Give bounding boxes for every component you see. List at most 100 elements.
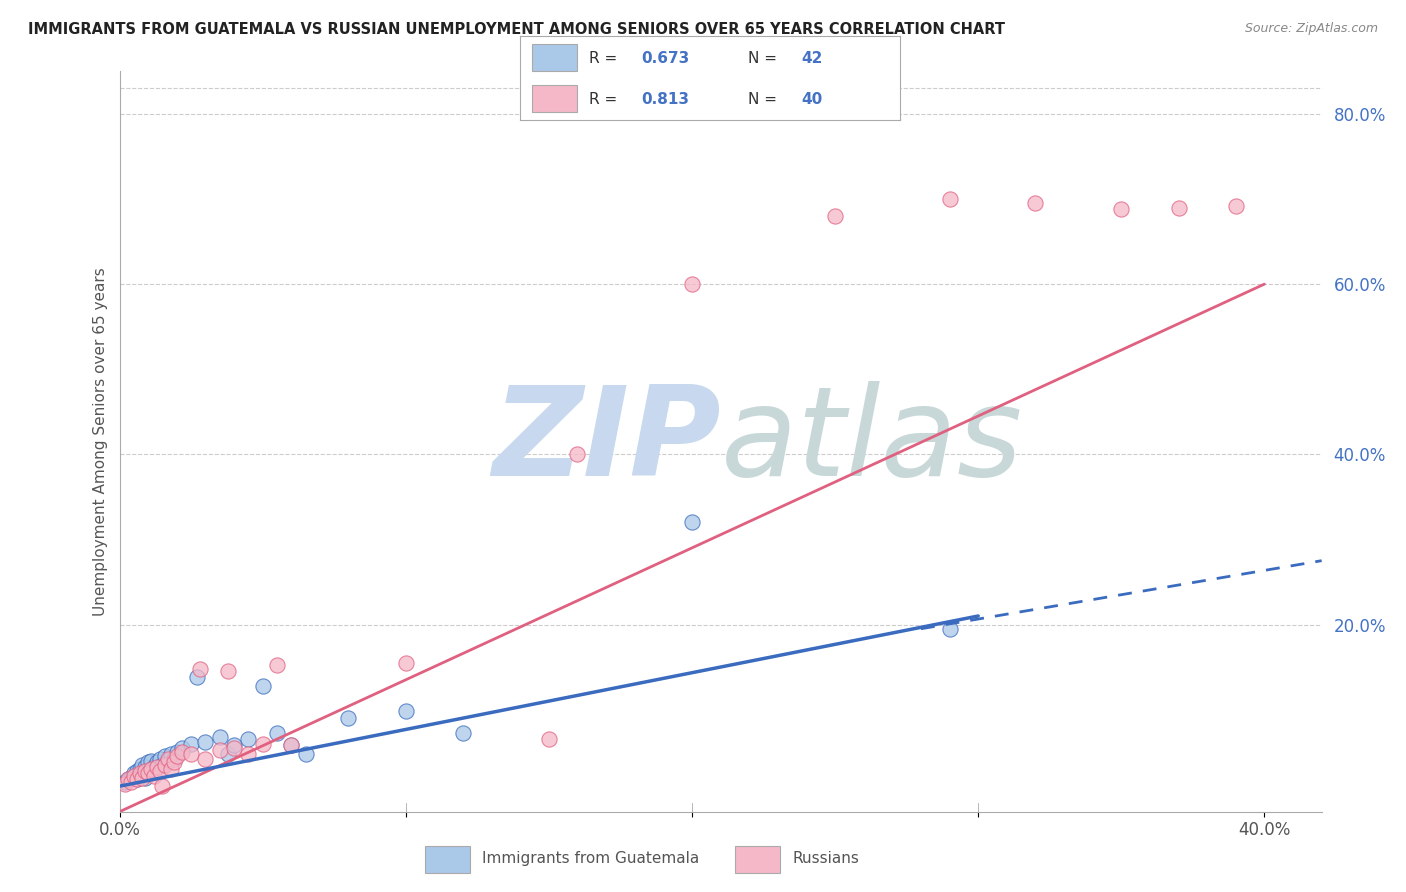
- Point: [681, 516, 703, 530]
- Point: [114, 775, 136, 789]
- Text: N =: N =: [748, 51, 778, 66]
- Point: [120, 775, 142, 789]
- Text: IMMIGRANTS FROM GUATEMALA VS RUSSIAN UNEMPLOYMENT AMONG SENIORS OVER 65 YEARS CO: IMMIGRANTS FROM GUATEMALA VS RUSSIAN UNE…: [28, 22, 1005, 37]
- Text: atlas: atlas: [720, 381, 1022, 502]
- Point: [186, 670, 208, 684]
- Point: [125, 772, 148, 787]
- Point: [1024, 196, 1046, 211]
- Point: [128, 762, 150, 776]
- Bar: [531, 85, 578, 112]
- Point: [166, 745, 188, 759]
- Point: [172, 740, 194, 755]
- Bar: [531, 44, 578, 71]
- Point: [180, 747, 202, 761]
- Point: [824, 209, 846, 223]
- Point: [131, 766, 153, 780]
- Point: [1225, 199, 1247, 213]
- Text: 0.673: 0.673: [641, 51, 690, 66]
- Point: [149, 764, 172, 778]
- Point: [537, 732, 560, 747]
- Point: [125, 772, 148, 787]
- Point: [1111, 202, 1133, 217]
- Point: [451, 726, 474, 740]
- Point: [131, 758, 153, 772]
- Text: 0.813: 0.813: [641, 92, 690, 107]
- Point: [252, 737, 274, 751]
- Text: Immigrants from Guatemala: Immigrants from Guatemala: [482, 851, 700, 866]
- Point: [238, 732, 260, 747]
- Point: [266, 658, 288, 673]
- Point: [166, 749, 188, 764]
- Point: [567, 447, 589, 461]
- Point: [125, 764, 148, 778]
- Point: [152, 758, 174, 772]
- Point: [120, 771, 142, 785]
- Point: [139, 766, 162, 780]
- Point: [145, 756, 167, 770]
- Point: [217, 747, 239, 761]
- Point: [217, 665, 239, 679]
- Point: [160, 747, 183, 761]
- Text: 40: 40: [801, 92, 823, 107]
- Point: [266, 726, 288, 740]
- Point: [155, 749, 177, 764]
- Point: [139, 762, 162, 776]
- Text: N =: N =: [748, 92, 778, 107]
- Point: [160, 762, 183, 776]
- Point: [155, 758, 177, 772]
- Y-axis label: Unemployment Among Seniors over 65 years: Unemployment Among Seniors over 65 years: [93, 268, 108, 615]
- Point: [142, 769, 165, 783]
- Point: [280, 739, 302, 753]
- Point: [163, 752, 186, 766]
- Point: [131, 771, 153, 785]
- Point: [681, 277, 703, 292]
- Text: Russians: Russians: [793, 851, 859, 866]
- Point: [134, 771, 156, 785]
- Point: [152, 779, 174, 793]
- Point: [134, 760, 156, 774]
- Bar: [426, 847, 470, 873]
- Point: [180, 737, 202, 751]
- Point: [163, 756, 186, 770]
- Point: [139, 754, 162, 768]
- Text: ZIP: ZIP: [492, 381, 720, 502]
- Point: [938, 622, 960, 636]
- Text: R =: R =: [589, 92, 617, 107]
- Point: [122, 769, 145, 783]
- Point: [938, 192, 960, 206]
- Point: [238, 747, 260, 761]
- Point: [194, 752, 217, 766]
- Point: [222, 739, 245, 753]
- Bar: [735, 847, 779, 873]
- Point: [395, 656, 418, 670]
- Point: [114, 777, 136, 791]
- Point: [337, 711, 360, 725]
- Text: R =: R =: [589, 51, 617, 66]
- Point: [1167, 201, 1189, 215]
- Point: [149, 752, 172, 766]
- Point: [280, 739, 302, 753]
- Point: [222, 740, 245, 755]
- Text: 42: 42: [801, 51, 823, 66]
- Point: [128, 766, 150, 780]
- Point: [122, 766, 145, 780]
- Point: [134, 764, 156, 778]
- Point: [188, 662, 211, 676]
- Point: [117, 772, 139, 787]
- Point: [117, 772, 139, 787]
- Point: [208, 730, 231, 744]
- Point: [142, 760, 165, 774]
- Point: [157, 752, 180, 766]
- Point: [208, 743, 231, 757]
- Point: [145, 760, 167, 774]
- Point: [194, 735, 217, 749]
- Point: [172, 745, 194, 759]
- Point: [252, 679, 274, 693]
- Point: [157, 754, 180, 768]
- Text: Source: ZipAtlas.com: Source: ZipAtlas.com: [1244, 22, 1378, 36]
- Point: [136, 766, 159, 780]
- Point: [395, 704, 418, 718]
- Point: [136, 756, 159, 770]
- Point: [136, 764, 159, 778]
- Point: [294, 747, 316, 761]
